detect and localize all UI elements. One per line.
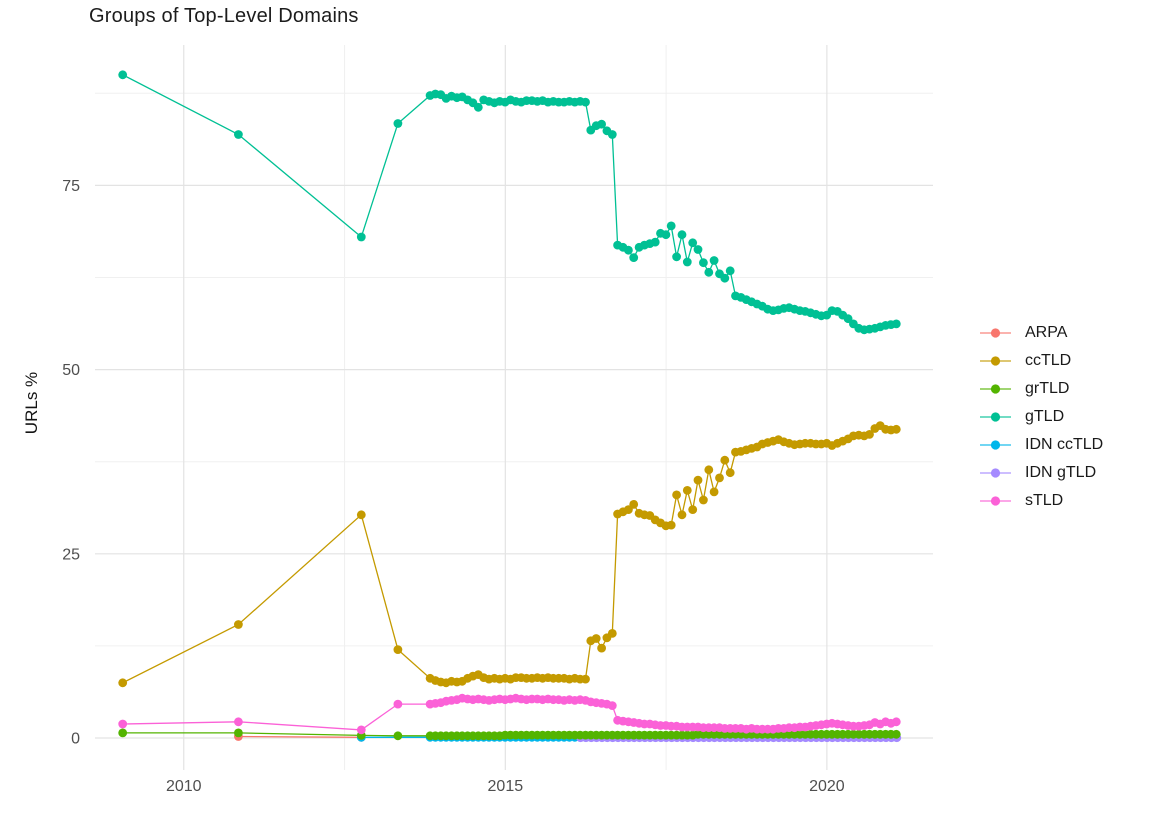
data-point <box>591 634 601 643</box>
data-point <box>629 253 639 262</box>
data-point <box>356 510 366 520</box>
gridlines-major <box>95 45 933 770</box>
data-point <box>677 510 687 520</box>
legend-label: gTLD <box>1025 408 1065 425</box>
legend-label: sTLD <box>1025 492 1064 509</box>
legend-label: ARPA <box>1025 324 1068 341</box>
series-ccTLD <box>118 421 901 688</box>
legend-key-icon <box>980 328 1011 338</box>
data-point <box>118 728 128 738</box>
series-gTLD <box>118 70 901 335</box>
legend-key-icon <box>980 412 1011 422</box>
data-point <box>709 256 719 265</box>
data-point <box>118 678 128 688</box>
data-point <box>666 221 676 231</box>
data-point <box>234 717 243 727</box>
data-point <box>393 119 403 128</box>
data-point <box>693 475 703 485</box>
data-point <box>356 725 366 735</box>
data-point <box>393 645 403 654</box>
legend-key-icon <box>980 468 1011 478</box>
axis-tick-labels: 0 25 50 75 2010 2015 2020 <box>62 178 845 795</box>
y-tick-label: 75 <box>62 178 80 195</box>
data-point <box>891 729 901 739</box>
legend-key-icon <box>980 440 1011 450</box>
data-point <box>891 424 901 434</box>
legend-item-ARPA: ARPA <box>979 319 1103 347</box>
legend: ARPA ccTLD grTLD gTLD IDN ccTLD IDN gTLD sTLD <box>979 319 1103 515</box>
data-point <box>715 473 724 483</box>
data-point <box>234 130 243 139</box>
x-tick-label: 2010 <box>166 778 202 795</box>
data-point <box>629 500 639 509</box>
legend-key-icon <box>980 356 1011 366</box>
legend-label: ccTLD <box>1025 352 1072 369</box>
data-point <box>356 232 366 242</box>
legend-key-icon <box>980 384 1011 394</box>
data-point <box>624 245 633 255</box>
data-point <box>704 267 714 277</box>
legend-item-sTLD: sTLD <box>979 487 1103 515</box>
data-point <box>682 486 692 495</box>
data-point <box>693 245 703 254</box>
data-point <box>234 620 243 629</box>
data-point <box>672 252 681 262</box>
data-point <box>688 505 698 514</box>
data-point <box>597 643 606 653</box>
data-point <box>234 728 243 738</box>
data-point <box>661 230 671 240</box>
series-sTLD <box>118 693 901 735</box>
legend-label: IDN gTLD <box>1025 464 1097 481</box>
data-point <box>581 674 590 684</box>
data-point <box>720 455 730 465</box>
y-axis-title: URLs % <box>22 371 41 435</box>
legend-key-icon <box>980 496 1011 506</box>
data-point <box>891 717 901 727</box>
data-point <box>699 495 708 505</box>
legend-item-gTLD: gTLD <box>979 403 1103 431</box>
data-point <box>672 490 681 500</box>
x-tick-label: 2015 <box>488 778 524 795</box>
legend-label: grTLD <box>1025 380 1070 397</box>
data-point <box>597 119 606 129</box>
y-tick-label: 25 <box>62 546 80 563</box>
data-point <box>650 237 660 247</box>
gridlines-minor <box>95 45 933 770</box>
data-point <box>682 257 692 267</box>
data-point <box>118 719 128 729</box>
data-point <box>720 273 730 283</box>
data-point <box>581 97 590 107</box>
data-point <box>725 468 735 478</box>
data-point <box>688 238 698 248</box>
data-point <box>704 465 714 475</box>
data-point <box>725 266 735 276</box>
y-tick-label: 50 <box>62 362 80 379</box>
legend-item-ccTLD: ccTLD <box>979 347 1103 375</box>
legend-item-IDN-gTLD: IDN gTLD <box>979 459 1103 487</box>
data-point <box>118 70 128 80</box>
data-point <box>709 487 719 497</box>
data-point <box>607 130 617 139</box>
data-point <box>677 230 687 240</box>
data-point <box>393 699 403 709</box>
chart-title: Groups of Top-Level Domains <box>89 5 359 27</box>
y-tick-label: 0 <box>71 731 80 748</box>
legend-label: IDN ccTLD <box>1025 436 1104 453</box>
legend-item-IDN-ccTLD: IDN ccTLD <box>979 431 1103 459</box>
legend-item-grTLD: grTLD <box>979 375 1103 403</box>
data-point <box>393 731 403 741</box>
data-point <box>891 319 901 329</box>
data-point <box>473 102 483 112</box>
data-point <box>607 629 617 638</box>
data-point <box>607 701 617 710</box>
data-point <box>666 520 676 530</box>
data-point <box>699 258 708 268</box>
data-point <box>865 430 874 439</box>
series-grTLD <box>118 728 901 741</box>
x-tick-label: 2020 <box>809 778 845 795</box>
